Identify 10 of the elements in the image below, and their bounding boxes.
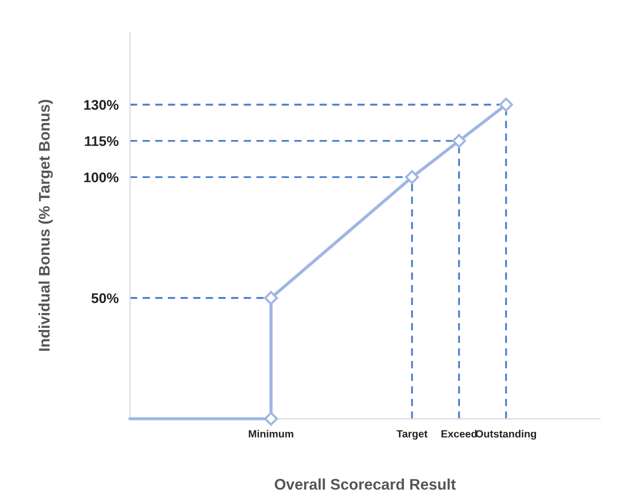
x-tick-label: Exceed (442, 430, 477, 438)
y-tick-label: 100% (84, 172, 119, 182)
y-tick-label: 130% (84, 100, 119, 110)
x-tick-label: Minimum (248, 430, 294, 438)
y-tick-label: 115% (84, 136, 119, 146)
y-tick-label: 50% (92, 293, 119, 304)
y-axis-title: Individual Bonus (% Target Bonus) (38, 100, 53, 351)
x-axis-title: Overall Scorecard Result (274, 478, 456, 490)
x-tick-label: Target (396, 430, 428, 440)
x-tick-label: Outstanding (476, 430, 536, 440)
